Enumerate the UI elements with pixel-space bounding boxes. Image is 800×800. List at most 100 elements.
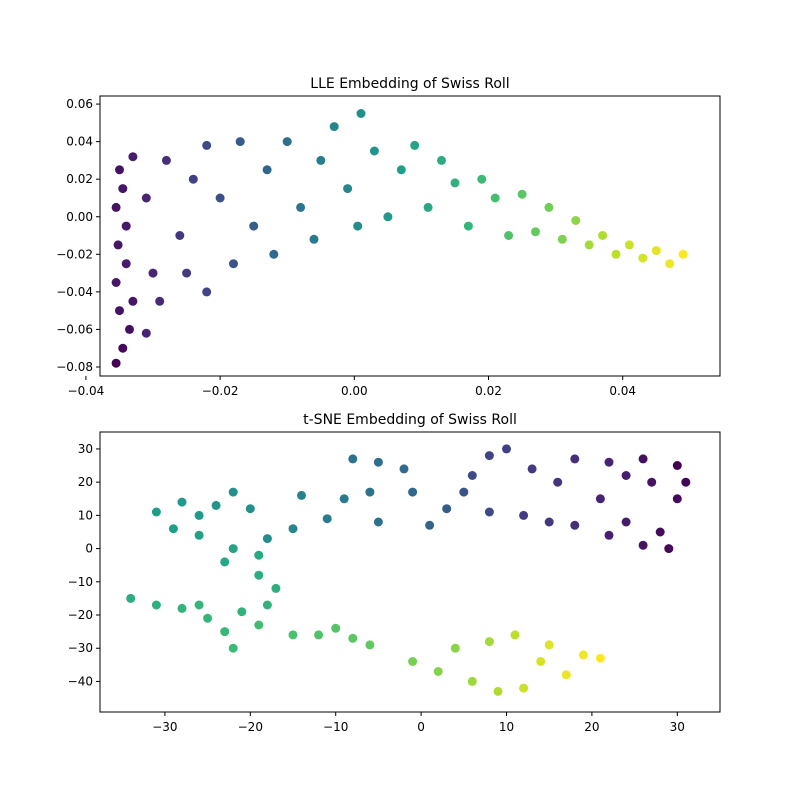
tsne-point xyxy=(220,627,230,637)
lle-point xyxy=(678,249,688,259)
lle-y-axis: −0.08 −0.06 −0.04 −0.02 0.00 0.02 0.04 0.06 xyxy=(56,97,100,374)
lle-point xyxy=(282,137,292,147)
tsne-y-tick-label: 20 xyxy=(78,475,93,489)
tsne-point xyxy=(484,507,494,517)
lle-y-tick-label: 0.00 xyxy=(66,210,93,224)
lle-point xyxy=(353,221,363,231)
lle-point xyxy=(396,165,406,175)
lle-point xyxy=(611,249,621,259)
tsne-point xyxy=(262,534,272,544)
tsne-point xyxy=(348,633,358,643)
tsne-point xyxy=(621,471,631,480)
tsne-axes-frame xyxy=(99,431,721,713)
lle-point xyxy=(111,358,121,368)
tsne-point xyxy=(254,570,264,580)
lle-point xyxy=(188,174,198,184)
lle-point xyxy=(111,278,121,287)
tsne-point xyxy=(604,530,614,540)
tsne-point xyxy=(621,517,631,527)
lle-plot-area xyxy=(100,96,720,376)
tsne-point xyxy=(194,510,204,520)
tsne-point xyxy=(297,490,306,500)
tsne-x-tick-label: −30 xyxy=(152,720,177,734)
lle-x-tick-label: 0.02 xyxy=(475,384,502,398)
tsne-x-axis: −30 −20 −10 0 10 20 30 xyxy=(152,712,685,734)
tsne-point xyxy=(228,487,238,497)
tsne-chart-title: t-SNE Embedding of Swiss Roll xyxy=(303,412,517,428)
tsne-point xyxy=(570,454,580,464)
tsne-point xyxy=(544,640,554,650)
lle-point xyxy=(517,189,527,199)
lle-point xyxy=(141,328,151,338)
lle-point xyxy=(329,122,339,132)
tsne-point xyxy=(433,667,443,676)
tsne-point xyxy=(177,497,187,507)
tsne-point xyxy=(194,530,204,540)
tsne-point xyxy=(373,517,383,527)
lle-point xyxy=(477,174,487,184)
tsne-point xyxy=(561,670,571,680)
lle-point xyxy=(128,296,138,306)
lle-point xyxy=(584,240,594,250)
tsne-point xyxy=(442,504,452,514)
lle-y-tick-label: 0.02 xyxy=(66,172,93,186)
tsne-point xyxy=(450,643,460,653)
lle-point xyxy=(571,216,581,225)
tsne-point xyxy=(203,613,213,623)
tsne-point xyxy=(373,457,383,467)
lle-point xyxy=(383,212,393,222)
lle-point xyxy=(182,268,192,278)
lle-point xyxy=(215,193,225,203)
lle-chart-title: LLE Embedding of Swiss Roll xyxy=(310,76,509,92)
lle-axes-frame xyxy=(99,95,721,377)
lle-point xyxy=(113,240,123,250)
tsne-point xyxy=(365,487,375,497)
tsne-point xyxy=(314,630,324,640)
lle-point xyxy=(115,306,124,316)
tsne-point xyxy=(288,524,298,534)
lle-point xyxy=(235,137,245,147)
tsne-point xyxy=(664,544,674,554)
tsne-point xyxy=(228,643,238,653)
tsne-y-tick-label: −30 xyxy=(68,641,93,655)
lle-point xyxy=(309,234,319,244)
tsne-point xyxy=(459,487,469,497)
lle-point xyxy=(141,193,151,203)
tsne-point xyxy=(151,507,161,517)
tsne-point xyxy=(228,544,238,554)
tsne-point xyxy=(672,494,682,504)
tsne-point xyxy=(519,683,529,693)
tsne-point xyxy=(339,494,349,504)
lle-point xyxy=(423,202,433,212)
lle-y-tick-label: −0.04 xyxy=(56,285,93,299)
lle-point xyxy=(121,221,131,231)
tsne-point xyxy=(365,640,375,650)
lle-point xyxy=(624,240,634,250)
lle-x-axis: −0.04 −0.02 0.00 0.02 0.04 xyxy=(68,376,636,398)
lle-x-tick-label: −0.02 xyxy=(202,384,239,398)
tsne-point xyxy=(425,520,435,530)
lle-y-tick-label: 0.04 xyxy=(66,135,93,149)
tsne-point xyxy=(493,686,503,696)
tsne-point xyxy=(595,653,605,663)
tsne-point xyxy=(348,454,358,464)
tsne-point xyxy=(262,600,272,610)
lle-y-tick-label: −0.02 xyxy=(56,247,93,261)
tsne-point xyxy=(681,477,691,487)
lle-point xyxy=(343,184,353,194)
tsne-y-tick-label: −40 xyxy=(68,674,93,688)
tsne-x-tick-label: 0 xyxy=(417,720,425,734)
tsne-points xyxy=(126,444,691,696)
lle-point xyxy=(202,287,212,297)
tsne-point xyxy=(647,477,657,487)
lle-y-tick-label: −0.06 xyxy=(56,322,93,336)
tsne-point xyxy=(254,620,264,630)
lle-point xyxy=(356,109,366,118)
tsne-point xyxy=(151,600,161,610)
tsne-point xyxy=(211,500,221,510)
lle-point xyxy=(111,202,121,212)
tsne-point xyxy=(220,557,230,567)
lle-point xyxy=(544,202,554,212)
lle-point xyxy=(269,249,279,259)
tsne-y-tick-label: −10 xyxy=(68,575,93,589)
